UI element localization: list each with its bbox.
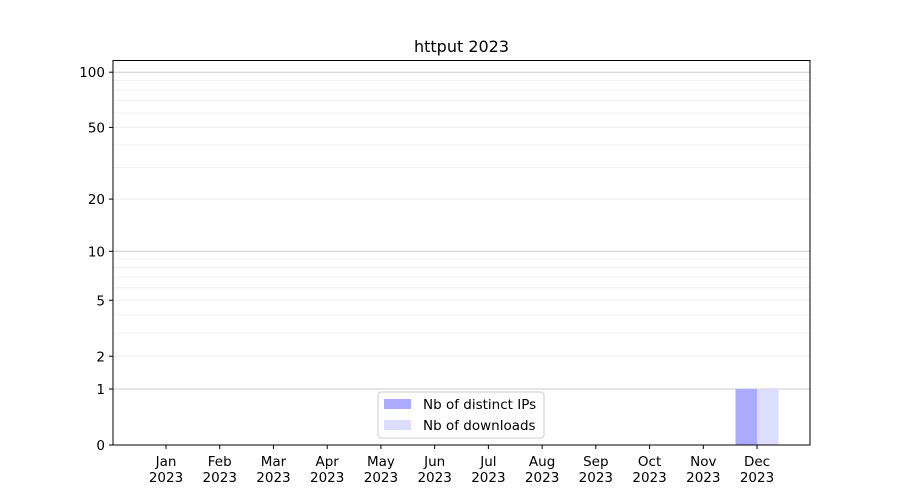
y-tick-label: 1 <box>96 382 105 398</box>
legend-swatch-downloads <box>384 420 411 430</box>
y-tick-label: 100 <box>79 65 105 81</box>
x-tick-label: Jul <box>479 454 496 470</box>
x-tick-label: Dec <box>744 454 770 470</box>
x-axis: Jan2023Feb2023Mar2023Apr2023May2023Jun20… <box>149 445 774 486</box>
y-tick-label: 0 <box>96 438 105 454</box>
x-tick-label: 2023 <box>740 470 774 486</box>
legend-label-ips: Nb of distinct IPs <box>423 397 536 413</box>
x-tick-label: Jan <box>155 454 177 470</box>
x-tick-label: Jun <box>423 454 445 470</box>
x-tick-label: May <box>367 454 395 470</box>
x-tick-label: 2023 <box>525 470 559 486</box>
x-tick-label: 2023 <box>686 470 720 486</box>
grid <box>113 71 810 446</box>
y-tick-label: 10 <box>88 244 105 260</box>
legend-swatch-ips <box>384 399 411 409</box>
x-tick-label: Nov <box>690 454 716 470</box>
bar-distinct-ips <box>735 389 758 445</box>
x-tick-label: 2023 <box>203 470 237 486</box>
x-tick-label: Feb <box>208 454 232 470</box>
x-tick-label: 2023 <box>579 470 613 486</box>
x-tick-label: Apr <box>316 454 340 470</box>
x-tick-label: 2023 <box>417 470 451 486</box>
x-tick-label: 2023 <box>256 470 290 486</box>
x-tick-label: 2023 <box>310 470 344 486</box>
bar-downloads <box>757 389 779 445</box>
y-tick-label: 2 <box>96 349 105 365</box>
x-tick-label: 2023 <box>471 470 505 486</box>
legend: Nb of distinct IPs Nb of downloads <box>377 391 545 439</box>
x-tick-label: Aug <box>529 454 555 470</box>
y-axis: 0 1 2 5 10 20 50 100 <box>79 65 113 454</box>
chart-title: httput 2023 <box>414 37 509 56</box>
x-tick-label: Sep <box>583 454 608 470</box>
plot-frame <box>112 60 811 446</box>
x-tick-label: Mar <box>261 454 287 470</box>
y-tick-label: 50 <box>88 120 105 136</box>
x-tick-label: 2023 <box>364 470 398 486</box>
y-tick-label: 5 <box>96 293 105 309</box>
x-tick-label: 2023 <box>149 470 183 486</box>
bars <box>735 389 779 445</box>
x-tick-label: Oct <box>638 454 661 470</box>
legend-label-downloads: Nb of downloads <box>423 418 536 434</box>
legend-box <box>377 391 545 439</box>
y-tick-label: 20 <box>88 192 105 208</box>
x-tick-label: 2023 <box>632 470 666 486</box>
